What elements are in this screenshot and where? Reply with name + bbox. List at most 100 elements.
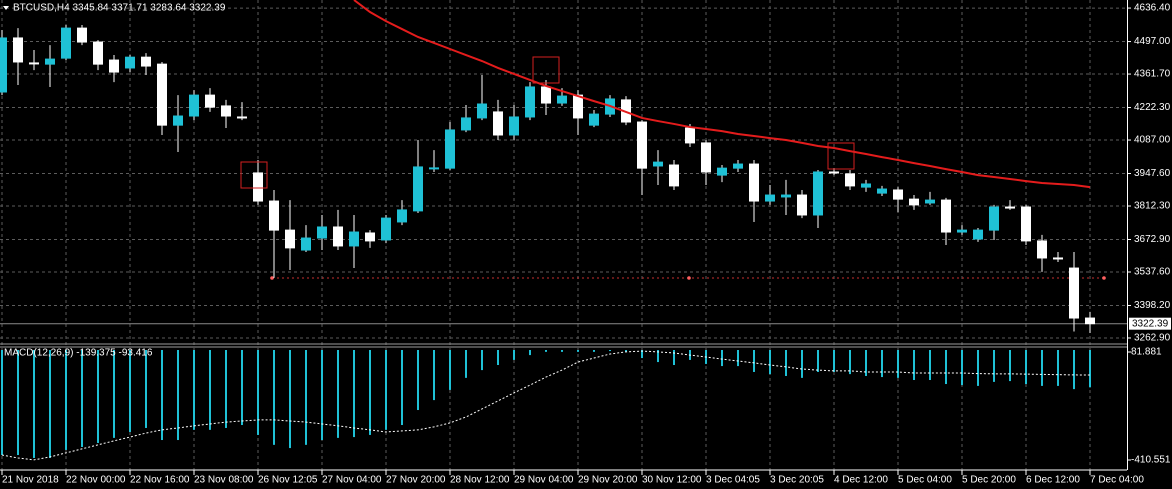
- macd-bar: [145, 350, 147, 428]
- candle-body: [301, 237, 311, 251]
- macd-bar: [177, 350, 179, 441]
- x-tick-label: 4 Dec 12:00: [834, 475, 888, 486]
- macd-bar: [81, 350, 83, 447]
- y-tick-label: 3672.90: [1134, 234, 1171, 245]
- candle-body: [477, 103, 487, 119]
- x-tick-label: 23 Nov 08:00: [194, 475, 254, 486]
- macd-bar: [225, 350, 227, 428]
- candle-body: [333, 226, 343, 247]
- support-point: [270, 276, 274, 280]
- candle-body: [269, 200, 279, 231]
- candle-body: [93, 41, 103, 65]
- menu-icon[interactable]: [3, 6, 9, 10]
- macd-bar: [1009, 350, 1011, 382]
- macd-title: MACD(12,26,9) -139.375 -93.416: [4, 348, 153, 359]
- macd-bar: [801, 350, 803, 378]
- signal-box: [240, 161, 268, 189]
- candle-body: [973, 229, 983, 240]
- candle-body: [445, 129, 455, 169]
- macd-bar: [881, 350, 883, 378]
- macd-bar: [849, 350, 851, 375]
- support-point: [687, 276, 691, 280]
- candle-body: [669, 164, 679, 187]
- macd-bar: [561, 350, 563, 352]
- x-tick-label: 22 Nov 00:00: [66, 475, 126, 486]
- macd-bar: [209, 350, 211, 430]
- macd-bar: [817, 350, 819, 372]
- macd-bar: [321, 350, 323, 441]
- candle-body: [349, 231, 359, 247]
- candle-body: [893, 189, 903, 200]
- candle-body: [541, 86, 551, 104]
- candle-body: [1021, 206, 1031, 242]
- macd-bar: [1041, 350, 1043, 386]
- macd-bar: [65, 350, 67, 450]
- macd-bar: [49, 350, 51, 458]
- macd-bar: [1025, 350, 1027, 385]
- candle-body: [781, 194, 791, 198]
- candle-body: [1037, 240, 1047, 259]
- macd-bar: [113, 350, 115, 438]
- macd-bar: [737, 350, 739, 367]
- candle-body: [765, 194, 775, 202]
- candle-body: [237, 116, 247, 119]
- macd-bar: [945, 350, 947, 385]
- macd-bar: [401, 350, 403, 426]
- x-tick-label: 29 Nov 04:00: [514, 475, 574, 486]
- x-tick-label: 3 Dec 04:05: [706, 475, 760, 486]
- x-tick-label: 7 Dec 04:00: [1090, 475, 1144, 486]
- candle-body: [1005, 206, 1015, 209]
- x-tick-label: 5 Dec 20:00: [962, 475, 1016, 486]
- grid: [0, 0, 1127, 470]
- macd-bar: [769, 350, 771, 375]
- macd-bar: [481, 350, 483, 371]
- macd-bar: [865, 350, 867, 376]
- candle-body: [157, 63, 167, 126]
- candle-body: [205, 94, 215, 108]
- macd-bar: [305, 350, 307, 445]
- candle-body: [941, 199, 951, 233]
- candle-body: [189, 94, 199, 117]
- macd-bar: [609, 350, 611, 352]
- candle-body: [877, 188, 887, 194]
- macd-bar: [273, 350, 275, 445]
- candle-body: [461, 117, 471, 131]
- macd-bar: [353, 350, 355, 438]
- macd-bar: [465, 350, 467, 378]
- macd-bar: [417, 350, 419, 411]
- candle-body: [525, 86, 535, 118]
- x-tick-label: 21 Nov 2018: [2, 475, 59, 486]
- candle-body: [1053, 257, 1063, 260]
- candle-body: [749, 163, 759, 202]
- signal-box: [532, 56, 560, 84]
- chart-title: BTCUSD,H4 3345.84 3371.71 3283.64 3322.3…: [13, 3, 226, 14]
- candle-body: [509, 116, 519, 136]
- candle-body: [13, 37, 23, 63]
- macd-bar: [193, 350, 195, 430]
- x-tick-label: 5 Dec 04:00: [898, 475, 952, 486]
- x-tick-label: 6 Dec 12:00: [1026, 475, 1080, 486]
- macd-bar: [545, 350, 547, 352]
- candle-body: [141, 56, 151, 67]
- macd-bar: [753, 350, 755, 372]
- macd-bar: [161, 350, 163, 441]
- x-tick-label: 29 Nov 20:00: [578, 475, 638, 486]
- candle-body: [1085, 317, 1095, 325]
- y-tick-label: 3537.60: [1134, 267, 1171, 278]
- macd-bar: [1089, 350, 1091, 388]
- candle-body: [797, 194, 807, 216]
- macd-bar: [369, 350, 371, 435]
- candle-body: [493, 111, 503, 136]
- macd-bar: [785, 350, 787, 376]
- macd-bar: [977, 350, 979, 386]
- x-tick-label: 22 Nov 16:00: [130, 475, 190, 486]
- candle-body: [253, 172, 263, 202]
- y-tick-label: 4636.40: [1134, 3, 1171, 14]
- candle-body: [109, 59, 119, 73]
- macd-bar: [449, 350, 451, 390]
- macd-bar: [433, 350, 435, 401]
- candle-body: [173, 115, 183, 126]
- candle-body: [925, 199, 935, 204]
- candle-body: [685, 127, 695, 144]
- signal-line: [1, 350, 1091, 461]
